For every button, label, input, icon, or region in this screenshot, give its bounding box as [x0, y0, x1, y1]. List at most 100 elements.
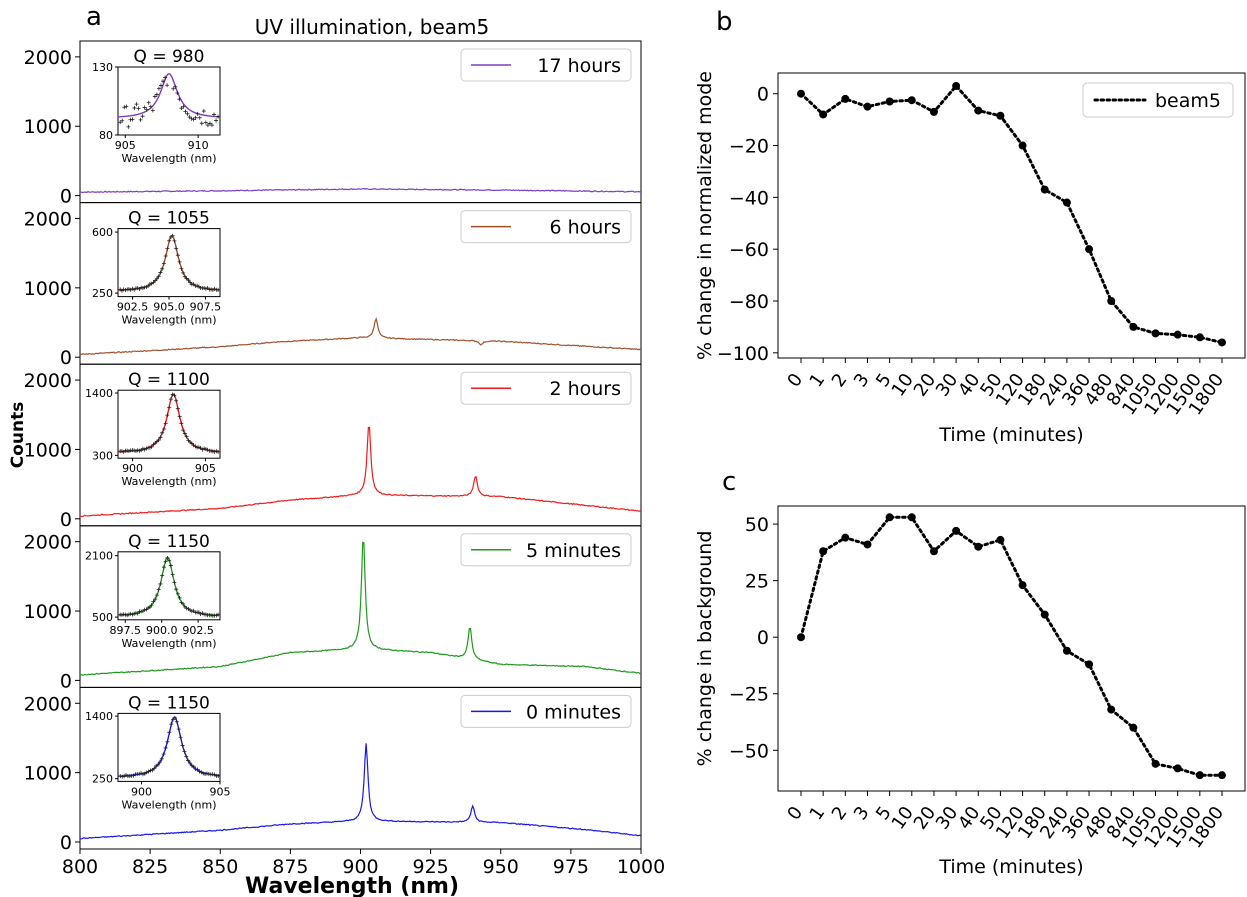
inset-data-point: [139, 771, 144, 776]
inset-data-point: [175, 591, 180, 596]
inset-data-point: [195, 767, 200, 772]
inset-x-tick-label: 905: [115, 139, 136, 152]
inset-data-point: [152, 766, 157, 771]
inset-data-point: [169, 722, 174, 727]
inset-data-point: [172, 238, 177, 243]
inset-data-point: [173, 84, 178, 89]
series-line: [799, 515, 1224, 777]
inset-y-tick-label: 2100: [85, 550, 113, 563]
legend-label: 2 hours: [549, 378, 621, 400]
y-tick-label: 1000: [24, 116, 72, 138]
inset-data-point: [156, 86, 161, 91]
inset-frame: [117, 551, 221, 621]
x-tick-label: 3: [850, 370, 874, 391]
inset-data-point: [167, 558, 172, 563]
legend-label: 17 hours: [537, 55, 621, 77]
x-axis-label: Time (minutes): [938, 424, 1083, 446]
x-tick-label: 850: [202, 856, 238, 878]
data-point: [907, 513, 916, 522]
inset-x-tick-label: 910: [188, 139, 209, 152]
y-tick-label: 1000: [24, 278, 72, 300]
inset-data-point: [168, 397, 173, 402]
inset-x-tick-label: 905.0: [153, 301, 185, 314]
data-point: [907, 96, 916, 105]
data-point: [974, 542, 983, 551]
data-point: [1218, 771, 1226, 780]
inset-data-point: [135, 286, 140, 291]
y-tick-label: 50: [745, 514, 769, 536]
inset-data-point: [156, 438, 161, 443]
inset-data-point: [156, 762, 161, 767]
inset-data-point: [158, 83, 163, 88]
inset-data-point: [186, 278, 191, 283]
inset-q-label: Q = 1100: [128, 370, 210, 390]
inset-data-point: [182, 749, 187, 754]
inset-data-point: [195, 283, 200, 288]
inset-data-point: [120, 118, 125, 123]
inset-data-point: [132, 448, 137, 453]
y-tick-label: 0: [60, 832, 72, 854]
data-point: [1062, 646, 1071, 655]
x-tick-label: 0: [783, 370, 807, 391]
inset-data-point: [189, 116, 194, 121]
inset-data-point: [170, 233, 175, 238]
data-point: [1018, 141, 1027, 150]
inset-y-tick-label: 600: [92, 226, 113, 239]
inset-xlabel: Wavelength (nm): [121, 637, 216, 650]
data-point: [797, 89, 805, 98]
inset-data-point: [147, 445, 152, 450]
x-axis-label: Time (minutes): [938, 856, 1083, 878]
inset-data-point: [121, 612, 126, 617]
inset-data-point: [125, 613, 130, 618]
data-point: [885, 513, 894, 522]
inset-data-point: [149, 603, 154, 608]
inset-data-point: [163, 559, 168, 564]
inset-data-point: [189, 441, 194, 446]
inset-data-point: [165, 555, 170, 560]
y-tick-label: 0: [60, 509, 72, 531]
inset-data-point: [158, 435, 163, 440]
inset-data-point: [119, 612, 124, 617]
inset-y-tick-label: 1400: [85, 710, 113, 723]
inset-data-point: [170, 572, 175, 577]
inset-data-point: [191, 117, 196, 122]
y-tick-label: 0: [757, 627, 769, 649]
inset-data-point: [150, 768, 155, 773]
inset-data-point: [202, 285, 207, 290]
data-point: [863, 102, 872, 111]
inset-data-point: [203, 286, 208, 291]
legend-box: [460, 210, 632, 244]
inset-data-point: [148, 104, 153, 109]
inset-data-point: [205, 447, 210, 452]
y-tick-label: 2000: [24, 532, 72, 554]
inset-data-point: [147, 605, 152, 610]
inset-data-point: [163, 745, 168, 750]
inset-data-point: [177, 595, 182, 600]
inset-x-tick-label: 900: [131, 785, 152, 798]
inset-data-point: [184, 754, 189, 759]
legend-label: 0 minutes: [526, 701, 621, 723]
data-point: [952, 81, 961, 90]
inset-x-tick-label: 907.5: [190, 301, 222, 314]
legend-label: beam5: [1155, 90, 1221, 112]
panel-b: 0−20−40−60−80−10001235102030405012018024…: [694, 71, 1246, 446]
spectrum-line-4: [79, 743, 642, 840]
inset-fit-line: [117, 73, 221, 118]
x-tick-label: 875: [272, 856, 308, 878]
inset-data-point: [146, 100, 151, 105]
inset-data-point: [150, 108, 155, 113]
inset-data-point: [128, 611, 133, 616]
inset-data-point: [196, 610, 201, 615]
inset-data-point: [139, 285, 144, 290]
inset-data-point: [134, 102, 139, 107]
inset-data-point: [177, 97, 182, 102]
inset-data-point: [186, 758, 191, 763]
inset-data-point: [144, 446, 149, 451]
inset-data-point: [174, 719, 179, 724]
inset-data-point: [216, 114, 221, 119]
inset-data-point: [121, 287, 126, 292]
inset-data-point: [214, 613, 219, 618]
inset-data-point: [181, 270, 186, 275]
inset-data-point: [122, 105, 127, 110]
inset-data-point: [130, 612, 135, 617]
